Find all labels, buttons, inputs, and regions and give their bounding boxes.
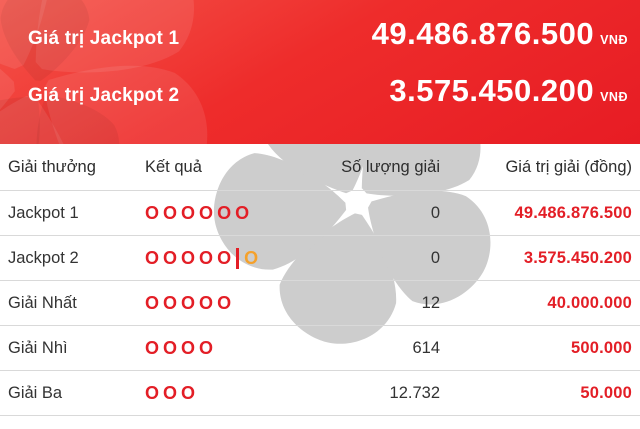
result-ball-icon: O: [163, 248, 178, 268]
jackpot1-row: Giá trị Jackpot 1 49.486.876.500 VNĐ: [28, 16, 628, 52]
result-ball-icon: O: [145, 248, 160, 268]
result-ball-icon: O: [217, 294, 232, 312]
jackpot1-value-group: 49.486.876.500 VNĐ: [372, 16, 628, 52]
result-ball-icon: O: [163, 294, 178, 312]
result-ball-icon: O: [217, 248, 232, 268]
table-row: Jackpot 1 O O O O O O 0 49.486.876.500: [0, 191, 640, 236]
result-ball-icon: O: [163, 204, 178, 222]
quantity-cell: 0: [290, 249, 440, 268]
bonus-ball-icon: O: [244, 248, 259, 268]
prize-value: 49.486.876.500: [514, 203, 632, 222]
table-header-row: Giải thưởng Kết quả Số lượng giải Giá tr…: [0, 144, 640, 191]
result-ball-icon: O: [163, 384, 178, 402]
result-ball-icon: O: [181, 204, 196, 222]
jackpot-banner: Giá trị Jackpot 1 49.486.876.500 VNĐ Giá…: [0, 0, 640, 144]
jackpot2-label: Giá trị Jackpot 2: [28, 85, 180, 106]
column-header-prize: Giải thưởng: [8, 157, 96, 176]
prize-value: 40.000.000: [547, 293, 632, 312]
prize-label: Giải Ba: [8, 383, 63, 402]
result-ball-icon: O: [199, 294, 214, 312]
jackpot1-value: 49.486.876.500: [371, 16, 595, 51]
jackpot2-row: Giá trị Jackpot 2 3.575.450.200 VNĐ: [28, 73, 628, 109]
prize-cell: Giải Nhì: [8, 339, 145, 358]
column-header-value: Giá trị giải (đồng): [505, 157, 632, 176]
result-ball-icon: O: [217, 204, 232, 222]
result-ball-icon: O: [199, 204, 214, 222]
quantity-cell: 12.732: [290, 384, 440, 403]
prize-label: Giải Nhì: [8, 338, 68, 357]
jackpot2-currency: VNĐ: [600, 90, 628, 104]
jackpot1-currency: VNĐ: [600, 33, 628, 47]
results-table: Giải thưởng Kết quả Số lượng giải Giá tr…: [0, 144, 640, 429]
quantity-value: 614: [412, 338, 440, 357]
table-row: Giải Nhất O O O O O 12 40.000.000: [0, 281, 640, 326]
quantity-value: 12: [421, 293, 440, 312]
result-ball-icon: O: [235, 204, 250, 222]
result-ball-icon: O: [181, 248, 196, 268]
table-row: Giải Nhì O O O O 614 500.000: [0, 326, 640, 371]
quantity-cell: 0: [290, 204, 440, 223]
value-cell: 40.000.000: [440, 294, 632, 313]
quantity-cell: 614: [290, 339, 440, 358]
prize-cell: Giải Nhất: [8, 294, 145, 313]
result-ball-icon: O: [199, 339, 214, 357]
value-cell: 500.000: [440, 339, 632, 358]
prize-label: Giải Nhất: [8, 293, 77, 312]
jackpot2-value-group: 3.575.450.200 VNĐ: [389, 73, 628, 109]
prize-cell: Giải Ba: [8, 384, 145, 403]
column-header-result: Kết quả: [145, 157, 202, 176]
result-ball-icon: O: [181, 384, 196, 402]
prize-value: 500.000: [570, 338, 632, 357]
value-cell: 49.486.876.500: [440, 204, 632, 223]
column-header-quantity: Số lượng giải: [341, 157, 440, 176]
result-ball-icon: O: [163, 339, 178, 357]
table-row: Giải Ba O O O 12.732 50.000: [0, 371, 640, 416]
value-cell: 50.000: [440, 384, 632, 403]
prize-cell: Jackpot 1: [8, 204, 145, 223]
result-ball-icon: O: [145, 294, 160, 312]
quantity-value: 0: [430, 248, 440, 267]
result-ball-icon: O: [199, 248, 214, 268]
quantity-value: 12.732: [389, 383, 440, 402]
prize-value: 3.575.450.200: [523, 248, 632, 267]
jackpot1-label: Giá trị Jackpot 1: [28, 28, 180, 49]
prize-label: Jackpot 1: [8, 203, 79, 222]
prize-label: Jackpot 2: [8, 248, 79, 267]
table-row: Jackpot 2 O O O O O O 0 3.575.450.200: [0, 236, 640, 281]
result-ball-icon: O: [145, 384, 160, 402]
quantity-cell: 12: [290, 294, 440, 313]
result-ball-icon: O: [145, 204, 160, 222]
result-ball-icon: O: [145, 339, 160, 357]
prize-value: 50.000: [580, 383, 632, 402]
value-cell: 3.575.450.200: [440, 249, 632, 268]
jackpot2-value: 3.575.450.200: [389, 73, 595, 108]
result-ball-icon: O: [181, 294, 196, 312]
quantity-value: 0: [430, 203, 440, 222]
bonus-separator: [236, 247, 240, 269]
result-ball-icon: O: [181, 339, 196, 357]
prize-cell: Jackpot 2: [8, 249, 145, 268]
